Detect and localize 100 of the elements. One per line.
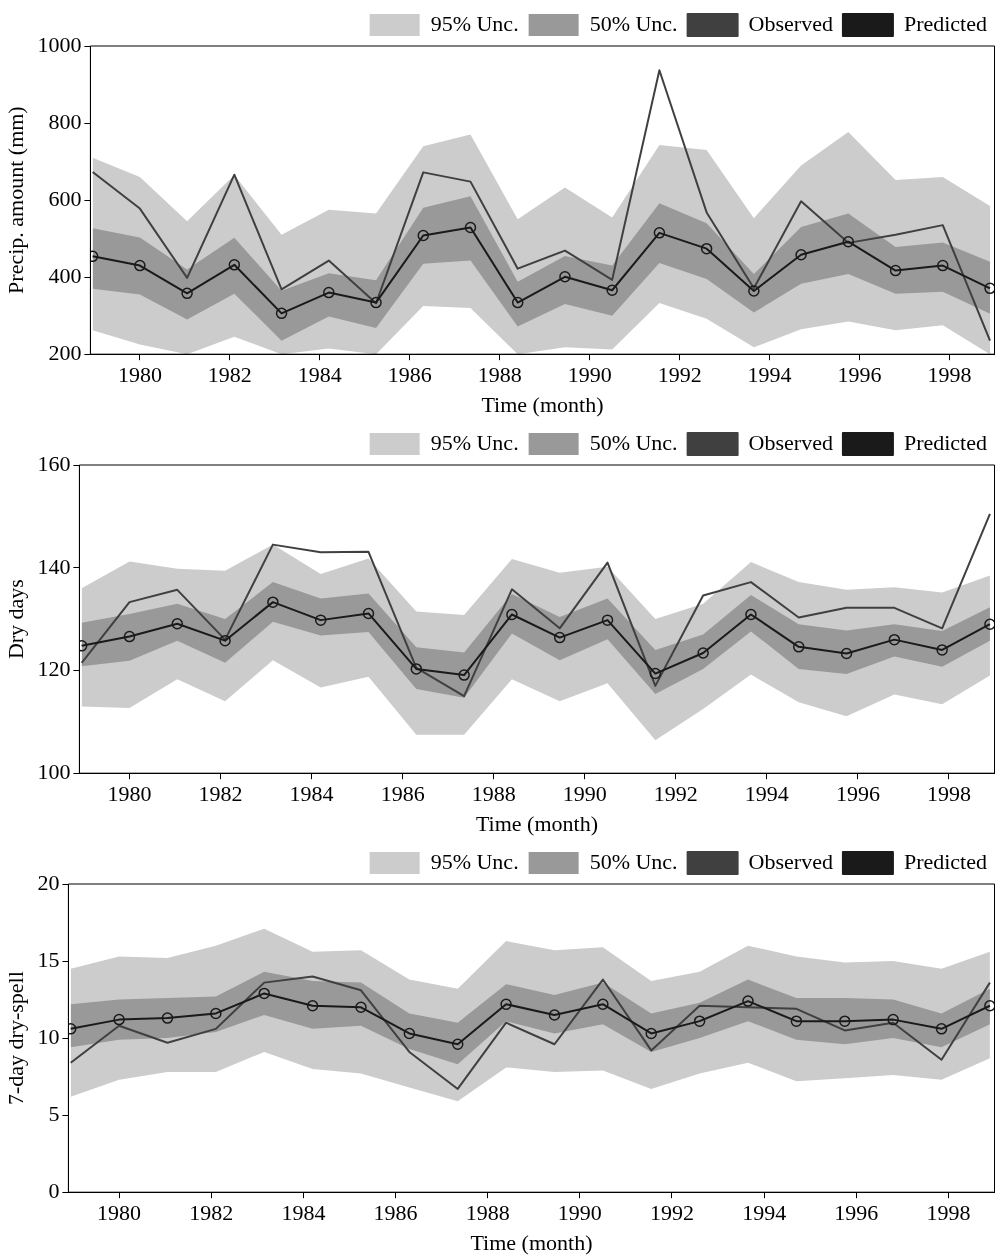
x-tick-label: 1986 — [373, 1200, 418, 1226]
legend-label: 50% Unc. — [589, 10, 678, 36]
point — [403, 1027, 416, 1040]
x-tick-label: 1980 — [107, 781, 152, 807]
y-tick-label: 100 — [37, 758, 71, 784]
x-tick-label: 1996 — [834, 1200, 879, 1226]
y-tick-label: 120 — [37, 656, 71, 682]
point — [745, 608, 757, 621]
point — [887, 1013, 899, 1026]
x-tick-label: 1982 — [207, 362, 252, 388]
x-tick-label: 1990 — [562, 781, 607, 807]
x-axis-title: Time (month) — [470, 1229, 593, 1255]
point — [653, 227, 666, 239]
x-axis-title: Time (month) — [481, 391, 604, 417]
legend-label: 95% Unc. — [430, 429, 519, 455]
x-tick-label: 1990 — [557, 1200, 602, 1226]
point — [840, 647, 853, 660]
point — [693, 1015, 706, 1027]
x-tick-label: 1986 — [380, 781, 425, 807]
x-tick-label: 1994 — [747, 362, 792, 388]
x-tick-label: 1986 — [387, 362, 432, 388]
y-tick-label: 1000 — [37, 31, 82, 57]
x-tick-label: 1980 — [117, 362, 162, 388]
x-tick-label: 1996 — [837, 362, 882, 388]
point — [314, 614, 327, 626]
point — [839, 1015, 851, 1027]
point — [645, 1027, 657, 1040]
x-tick-label: 1984 — [297, 362, 342, 388]
point — [464, 221, 477, 234]
point — [370, 296, 382, 309]
point — [842, 235, 855, 248]
y-axis-title: Precip. amount (mm) — [2, 106, 28, 294]
point — [889, 264, 902, 277]
x-tick-label: 1990 — [567, 362, 612, 388]
x-tick-label: 1988 — [477, 362, 522, 388]
point — [171, 617, 184, 630]
x-tick-label: 1982 — [198, 781, 243, 807]
x-tick-label: 1984 — [281, 1200, 326, 1226]
y-tick-label: 0 — [48, 1177, 60, 1203]
x-tick-label: 1988 — [465, 1200, 510, 1226]
point — [748, 285, 760, 297]
point — [790, 1015, 803, 1027]
x-tick-label: 1992 — [657, 362, 702, 388]
legend-label: Observed — [748, 10, 833, 36]
point — [181, 287, 193, 300]
y-tick-label: 10 — [37, 1023, 60, 1049]
y-tick-label: 400 — [48, 262, 82, 288]
legend-label: Predicted — [903, 429, 988, 455]
point — [606, 284, 618, 296]
x-tick-label: 1988 — [471, 781, 516, 807]
y-tick-label: 600 — [48, 185, 82, 211]
point — [258, 987, 270, 1000]
y-tick-label: 15 — [37, 946, 60, 972]
point — [219, 634, 231, 647]
point — [559, 271, 571, 283]
point — [275, 307, 288, 320]
point — [458, 669, 470, 681]
point — [936, 644, 948, 656]
point — [306, 999, 319, 1012]
point — [597, 998, 609, 1010]
point — [134, 259, 146, 272]
point — [937, 259, 949, 272]
legend-label: Observed — [748, 848, 833, 874]
y-tick-label: 160 — [37, 450, 71, 476]
x-tick-label: 1998 — [926, 1200, 971, 1226]
point — [548, 1009, 561, 1021]
legend-label: 95% Unc. — [430, 10, 519, 36]
point — [935, 1023, 948, 1035]
x-tick-label: 1998 — [927, 362, 972, 388]
y-tick-label: 5 — [48, 1100, 60, 1126]
legend-label: 50% Unc. — [589, 429, 678, 455]
point — [323, 286, 335, 299]
point — [161, 1012, 174, 1024]
y-axis-title: Dry days — [2, 579, 28, 660]
point — [228, 259, 241, 271]
point — [410, 663, 423, 675]
x-tick-label: 1984 — [289, 781, 334, 807]
x-tick-label: 1994 — [742, 1200, 787, 1226]
x-tick-label: 1994 — [744, 781, 789, 807]
x-tick-label: 1982 — [189, 1200, 234, 1226]
x-axis-title: Time (month) — [475, 810, 598, 836]
y-tick-label: 200 — [48, 339, 82, 365]
point — [700, 242, 713, 255]
y-axis-title: 7-day dry-spell — [2, 971, 28, 1105]
point — [649, 667, 662, 680]
point — [511, 296, 524, 309]
point — [697, 647, 709, 659]
point — [888, 633, 901, 646]
y-tick-label: 140 — [37, 553, 71, 579]
x-tick-label: 1998 — [926, 781, 971, 807]
point — [123, 630, 136, 643]
point — [500, 998, 512, 1010]
legend-label: Predicted — [903, 848, 988, 874]
x-tick-label: 1992 — [649, 1200, 694, 1226]
point — [506, 608, 518, 621]
point — [362, 607, 375, 620]
legend-label: 95% Unc. — [430, 848, 519, 874]
point — [355, 1001, 367, 1014]
point — [984, 618, 995, 630]
y-tick-label: 20 — [37, 869, 60, 895]
